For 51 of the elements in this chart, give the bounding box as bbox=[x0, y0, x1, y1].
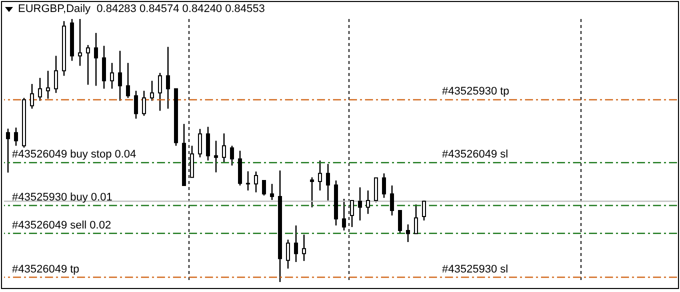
candlestick bbox=[110, 62, 114, 90]
candlestick bbox=[198, 128, 202, 158]
chart-title: EURGBP,Daily 0.84283 0.84574 0.84240 0.84553 bbox=[18, 3, 265, 15]
candlestick bbox=[422, 200, 426, 222]
candlestick bbox=[150, 80, 154, 102]
candlestick bbox=[326, 163, 330, 202]
candlestick bbox=[214, 140, 218, 173]
annotation: #43526049 sl bbox=[442, 148, 508, 161]
candlestick bbox=[206, 126, 210, 162]
candlestick bbox=[142, 90, 146, 116]
candlestick bbox=[166, 46, 170, 110]
candlestick bbox=[126, 62, 130, 99]
candlestick bbox=[134, 90, 138, 120]
candlestick bbox=[262, 180, 266, 196]
candlestick bbox=[46, 70, 50, 100]
candlestick bbox=[366, 190, 370, 215]
candlestick bbox=[94, 32, 98, 86]
ref-line-label: #43526049 sell 0.02 bbox=[12, 219, 112, 232]
candlestick bbox=[294, 224, 298, 263]
candlestick bbox=[270, 183, 274, 201]
candlestick bbox=[86, 44, 90, 86]
candlestick bbox=[118, 50, 122, 102]
ref-line-label: #43525930 tp bbox=[442, 86, 510, 98]
annotation: #43525930 sl bbox=[442, 263, 508, 276]
candlestick bbox=[30, 83, 34, 110]
candlestick bbox=[230, 145, 234, 166]
candlestick bbox=[254, 170, 258, 193]
candlestick bbox=[286, 239, 290, 270]
candlestick bbox=[390, 184, 394, 216]
candlestick bbox=[414, 204, 418, 234]
candlestick bbox=[54, 55, 58, 94]
candlestick bbox=[406, 224, 410, 243]
candlestick bbox=[374, 177, 378, 203]
candlestick bbox=[318, 160, 322, 192]
candlestick bbox=[302, 234, 306, 262]
candlestick bbox=[38, 77, 42, 102]
candlestick bbox=[222, 132, 226, 163]
candlestick bbox=[102, 45, 106, 90]
candlestick bbox=[14, 126, 18, 146]
ref-line-label: #43525930 buy 0.01 bbox=[12, 191, 112, 204]
candlestick bbox=[246, 170, 250, 192]
candlestick bbox=[158, 72, 162, 112]
candlestick bbox=[358, 186, 362, 222]
ref-line-label: #43526049 tp bbox=[12, 263, 80, 276]
candlestick bbox=[398, 210, 402, 234]
ref-line-label: #43526049 buy stop 0.04 bbox=[12, 148, 136, 161]
candlestick bbox=[310, 176, 314, 208]
candlestick bbox=[342, 198, 346, 232]
candlestick bbox=[78, 18, 82, 66]
candlestick bbox=[6, 128, 10, 174]
candlestick bbox=[382, 172, 386, 198]
